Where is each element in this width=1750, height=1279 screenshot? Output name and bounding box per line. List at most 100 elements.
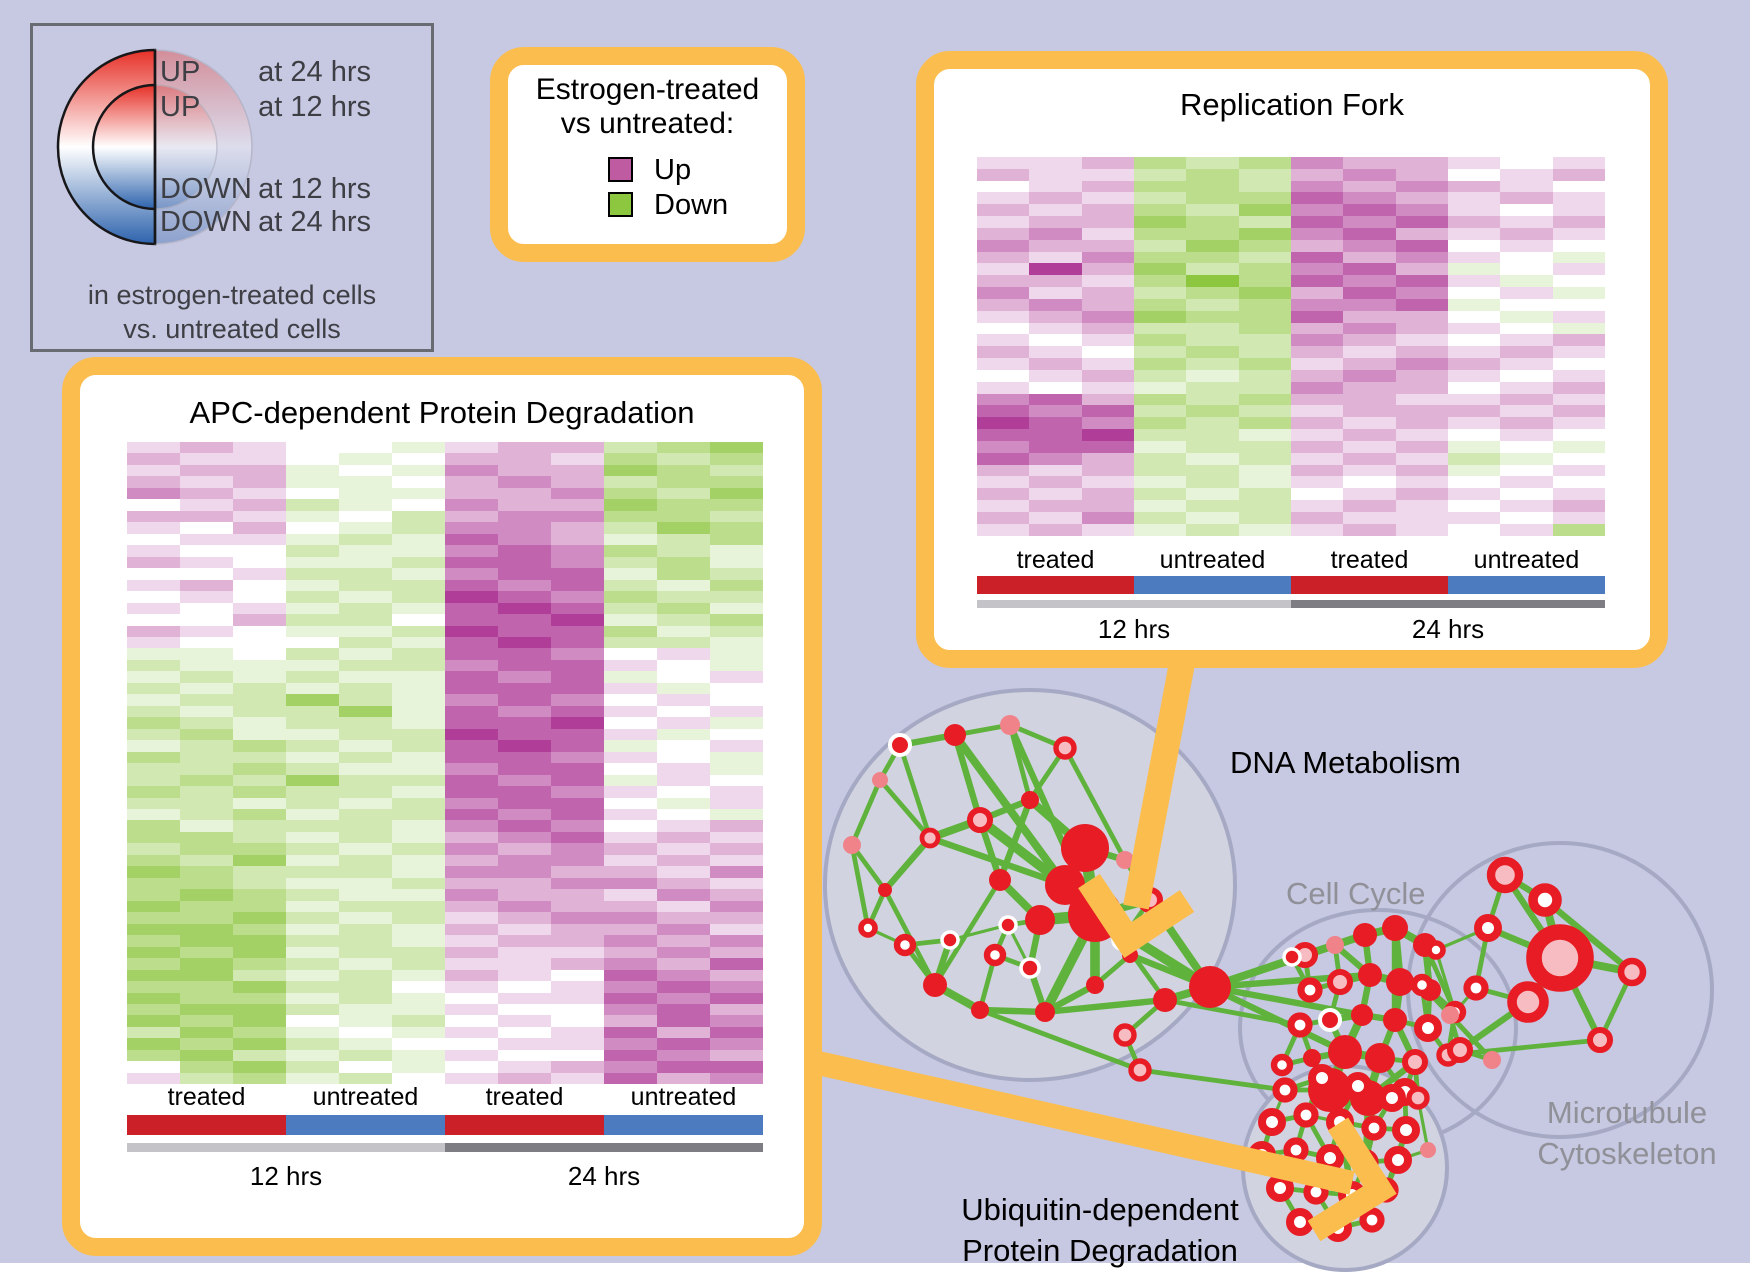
heatmap-cell [657, 889, 710, 901]
ring-legend-box: UP at 24 hrs UP at 12 hrs DOWN at 12 hrs… [30, 23, 434, 352]
heatmap-cell [339, 476, 392, 488]
heatmap-cell [551, 751, 604, 764]
heatmap-cell [339, 568, 392, 580]
heatmap-cell [977, 334, 1030, 347]
heatmap-cell [392, 912, 445, 924]
heatmap-cell [445, 591, 498, 603]
heatmap-cell [233, 682, 286, 695]
heatmap-cell [710, 854, 763, 867]
heatmap-cell [445, 694, 498, 706]
heatmap-cell [1186, 310, 1239, 323]
heatmap-cell [127, 442, 180, 454]
heatmap-cell [445, 476, 498, 488]
network-node [1086, 976, 1104, 994]
heatmap-cell [498, 1003, 551, 1016]
heatmap-cell [551, 854, 604, 867]
heatmap-cell [1081, 511, 1134, 524]
rf-bar-untreated-24 [1448, 576, 1605, 594]
heatmap-cell [180, 797, 233, 809]
heatmap-cell [551, 912, 604, 924]
heatmap-cell [1029, 168, 1082, 181]
heatmap-cell [710, 889, 763, 901]
heatmap-cell [1395, 287, 1448, 299]
heatmap-cell [657, 958, 710, 970]
network-node [1361, 1115, 1387, 1141]
heatmap-cell [551, 740, 604, 752]
heatmap-cell [127, 522, 180, 534]
heatmap-cell [977, 287, 1030, 299]
label-ubiquitin-line2: Protein Degradation [962, 1232, 1238, 1268]
heatmap-cell [1343, 500, 1396, 512]
heatmap-cell [1500, 227, 1553, 240]
heatmap-cell [339, 969, 392, 982]
network-node [1272, 1077, 1298, 1103]
heatmap-cell [1447, 275, 1501, 288]
heatmap-cell [1290, 488, 1344, 501]
heatmap-cell [498, 763, 551, 775]
heatmap-cell [339, 854, 392, 867]
heatmap-cell [657, 831, 710, 844]
heatmap-cell [180, 809, 233, 821]
heatmap-cell [1447, 310, 1501, 323]
heatmap-cell [1447, 393, 1501, 406]
network-node [1402, 1049, 1428, 1075]
heatmap-cell [127, 659, 180, 672]
heatmap-cell [1186, 298, 1239, 311]
heatmap-cell [551, 981, 604, 993]
network-node [1463, 975, 1489, 1001]
heatmap-cell [1552, 287, 1605, 299]
heatmap-cell [657, 1003, 710, 1016]
heatmap-cell [551, 591, 604, 603]
heatmap-cell [551, 614, 604, 626]
apc-group-treated-24: treated [485, 1083, 564, 1111]
heatmap-cell [392, 659, 445, 672]
heatmap-cell [1081, 488, 1134, 501]
rf-group-untreated-24: untreated [1473, 546, 1580, 574]
label-microtubule-line2: Cytoskeleton [1537, 1135, 1717, 1171]
heatmap-cell [551, 1049, 604, 1062]
heatmap-cell [286, 705, 339, 718]
heatmap-cell [1029, 381, 1082, 394]
heatmap-cell [1238, 358, 1291, 370]
heatmap-cell [127, 614, 180, 626]
heatmap-cell [127, 545, 180, 557]
heatmap-cell [1029, 263, 1082, 276]
heatmap-cell [604, 614, 657, 626]
heatmap-cell [1290, 322, 1344, 335]
heatmap-cell [710, 487, 763, 500]
heatmap-cell [233, 614, 286, 626]
heatmap-cell [498, 740, 551, 752]
heatmap-cell [1029, 429, 1082, 441]
heatmap-cell [604, 522, 657, 534]
heatmap-cell [180, 831, 233, 844]
heatmap-cell [604, 912, 657, 924]
heatmap-cell [1552, 227, 1605, 240]
heatmap-cell [1133, 298, 1187, 311]
heatmap-cell [1552, 239, 1605, 252]
heatmap-cell [657, 636, 710, 649]
heatmap-cell [180, 877, 233, 890]
apc-panel: APC-dependent Protein Degradation treate… [62, 357, 822, 1256]
heatmap-cell [1447, 334, 1501, 347]
network-node [1116, 851, 1134, 869]
heatmap-cell [127, 900, 180, 913]
heatmap-cell [977, 275, 1030, 288]
heatmap-cell [1500, 275, 1553, 288]
heatmap-cell [1343, 452, 1396, 465]
heatmap-cell [180, 522, 233, 534]
heatmap-cell [1029, 511, 1082, 524]
network-edge [1044, 996, 1166, 1016]
heatmap-cell [445, 614, 498, 626]
heatmap-cell [604, 487, 657, 500]
heatmap-cell [445, 522, 498, 534]
heatmap-cell [1500, 216, 1553, 228]
network-edge [928, 834, 1067, 889]
heatmap-cell [1238, 429, 1291, 441]
heatmap-cell [1447, 476, 1501, 489]
heatmap-cell [710, 694, 763, 706]
heatmap-cell [339, 774, 392, 787]
heatmap-cell [1081, 346, 1134, 359]
heatmap-cell [1029, 476, 1082, 489]
network-node [1507, 981, 1549, 1023]
heatmap-cell [498, 591, 551, 603]
